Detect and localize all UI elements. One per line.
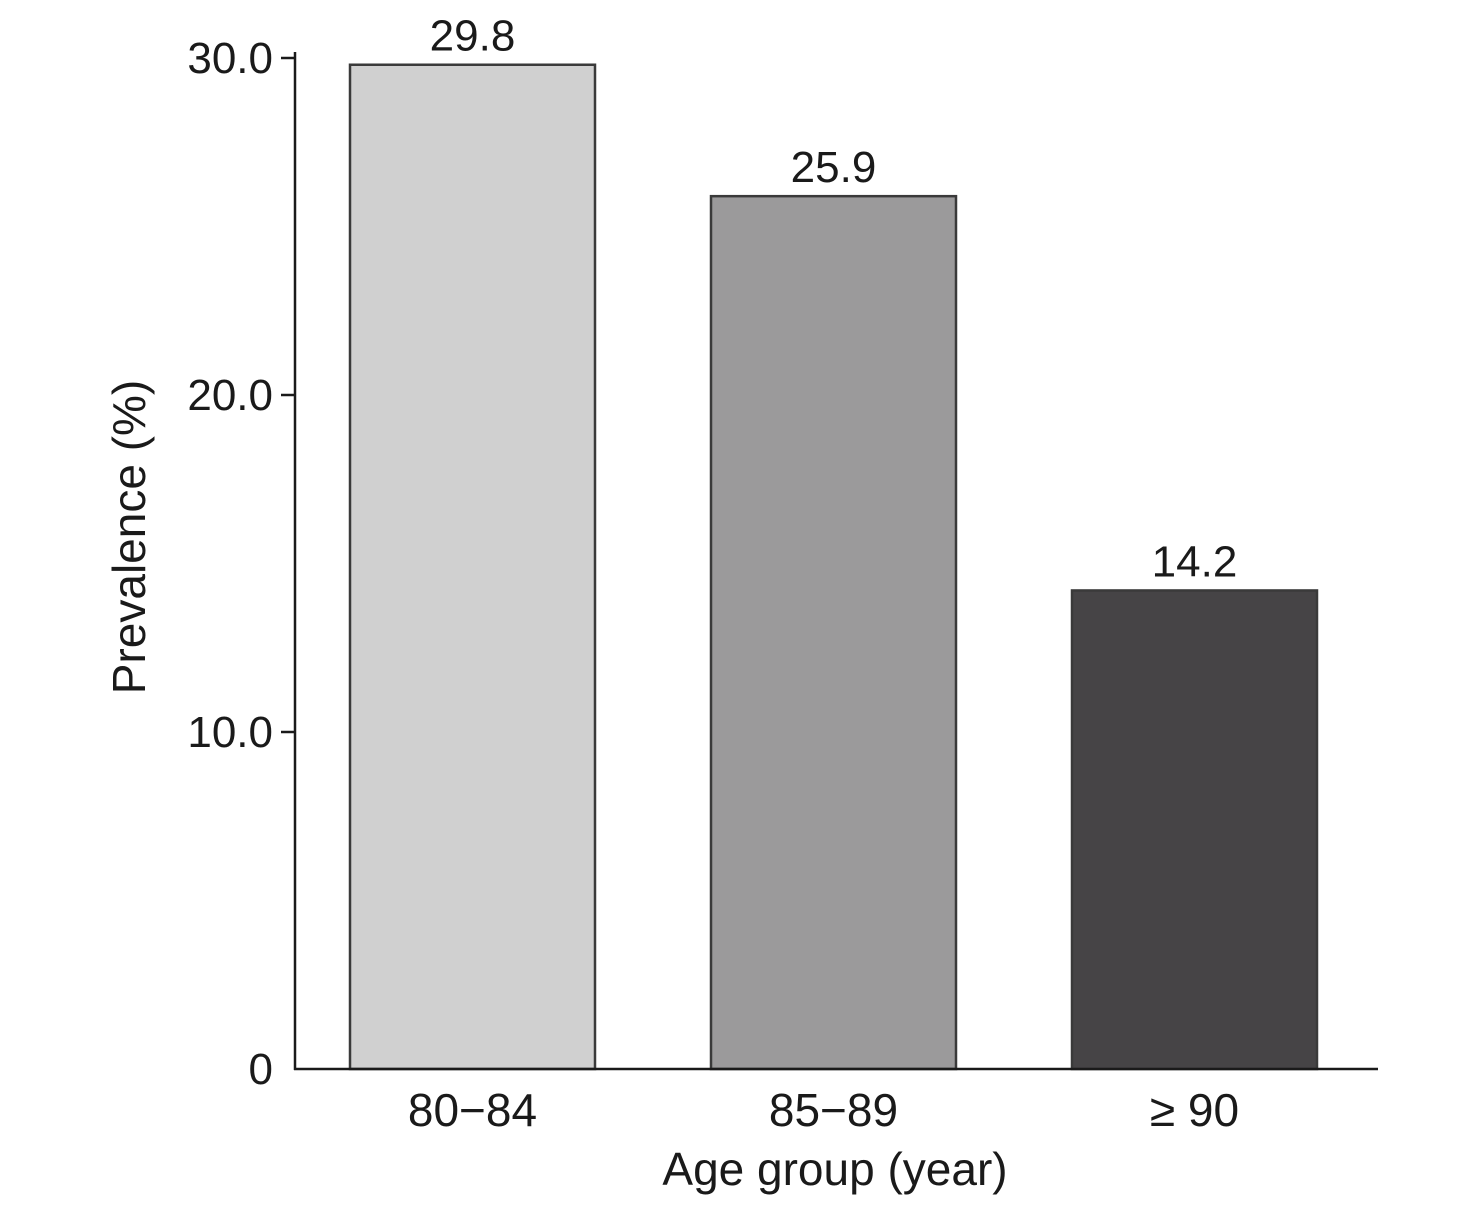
bar-value-label: 29.8: [430, 12, 516, 61]
bars-layer: [348, 63, 1319, 1071]
bar: [1070, 589, 1319, 1071]
y-tick-label: 30.0: [187, 34, 273, 83]
bar-value-label: 14.2: [1152, 537, 1238, 586]
x-axis-title: Age group (year): [662, 1143, 1007, 1195]
y-axis-title: Prevalence (%): [103, 380, 155, 694]
data-labels: 29.8 25.9 14.2: [430, 12, 1238, 587]
bar: [348, 63, 597, 1071]
bar: [709, 194, 958, 1071]
x-category-labels: 80−84 85−89 ≥ 90: [408, 1084, 1239, 1136]
x-category-label: 80−84: [408, 1084, 537, 1136]
y-tick-label: 0: [249, 1045, 273, 1094]
bar-value-label: 25.9: [791, 143, 877, 192]
y-tick-label: 20.0: [187, 371, 273, 420]
y-ticks: 0 10.0 20.0 30.0: [187, 34, 295, 1094]
x-category-label: ≥ 90: [1150, 1084, 1239, 1136]
x-category-label: 85−89: [769, 1084, 898, 1136]
axes-layer: [293, 52, 1378, 1071]
y-tick-label: 10.0: [187, 708, 273, 757]
